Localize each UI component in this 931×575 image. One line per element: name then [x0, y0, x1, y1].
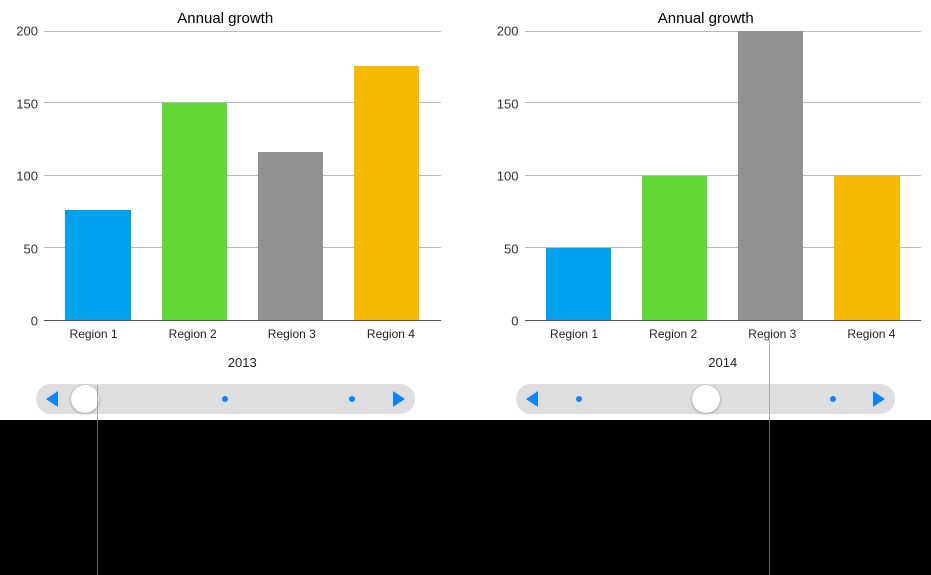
- callout-line: [769, 340, 770, 575]
- bar-slot: [723, 31, 819, 320]
- bar-slot: [338, 31, 434, 320]
- slider-dot: [830, 396, 836, 402]
- slider-dot: [222, 396, 228, 402]
- chart-area: 0 50 100 150 200: [491, 31, 922, 321]
- x-label: Region 3: [723, 321, 822, 341]
- x-label: Region 1: [525, 321, 624, 341]
- bar: [65, 210, 130, 320]
- bar: [354, 66, 419, 320]
- slider-dot: [349, 396, 355, 402]
- slider-knob[interactable]: [71, 385, 99, 413]
- y-tick: 100: [497, 169, 519, 184]
- slider-knob[interactable]: [692, 385, 720, 413]
- slider-next-icon[interactable]: [873, 391, 885, 407]
- x-label: Region 3: [242, 321, 341, 341]
- x-labels: Region 1 Region 2 Region 3 Region 4: [491, 321, 922, 341]
- year-slider[interactable]: [36, 384, 415, 414]
- x-label: Region 2: [143, 321, 242, 341]
- slider-dot: [576, 396, 582, 402]
- charts-row: Annual growth 0 50 100 150 200 Region 1 …: [0, 0, 931, 420]
- year-label: 2013: [10, 355, 441, 370]
- x-label: Region 1: [44, 321, 143, 341]
- year-slider[interactable]: [516, 384, 895, 414]
- chart-title: Annual growth: [177, 10, 273, 27]
- chart-area: 0 50 100 150 200: [10, 31, 441, 321]
- bar-slot: [242, 31, 338, 320]
- chart-title: Annual growth: [658, 10, 754, 27]
- y-tick: 0: [511, 314, 518, 329]
- plot: [525, 31, 922, 321]
- slider-track[interactable]: [58, 384, 393, 414]
- year-label: 2014: [491, 355, 922, 370]
- y-tick: 150: [16, 96, 38, 111]
- bar-slot: [627, 31, 723, 320]
- x-label: Region 4: [822, 321, 921, 341]
- y-axis: 0 50 100 150 200: [491, 31, 525, 321]
- y-tick: 200: [497, 24, 519, 39]
- slider-prev-icon[interactable]: [46, 391, 58, 407]
- y-tick: 50: [24, 241, 38, 256]
- bar: [834, 176, 899, 321]
- y-tick: 100: [16, 169, 38, 184]
- y-tick: 150: [497, 96, 519, 111]
- y-axis: 0 50 100 150 200: [10, 31, 44, 321]
- bar-slot: [146, 31, 242, 320]
- x-label: Region 4: [341, 321, 440, 341]
- y-tick: 0: [31, 314, 38, 329]
- plot: [44, 31, 441, 321]
- bar: [258, 152, 323, 320]
- bars: [525, 31, 922, 320]
- slider-prev-icon[interactable]: [526, 391, 538, 407]
- callout-line: [97, 385, 98, 575]
- x-label: Region 2: [624, 321, 723, 341]
- bar: [546, 248, 611, 320]
- bar: [162, 103, 227, 320]
- bar-slot: [50, 31, 146, 320]
- y-tick: 50: [504, 241, 518, 256]
- bar: [738, 31, 803, 320]
- bars: [44, 31, 441, 320]
- bar-slot: [819, 31, 915, 320]
- bottom-panel: [0, 420, 931, 575]
- chart-panel-2013: Annual growth 0 50 100 150 200 Region 1 …: [10, 0, 441, 420]
- bar: [642, 176, 707, 321]
- x-labels: Region 1 Region 2 Region 3 Region 4: [10, 321, 441, 341]
- chart-panel-2014: Annual growth 0 50 100 150 200 Region 1 …: [491, 0, 922, 420]
- y-tick: 200: [16, 24, 38, 39]
- bar-slot: [531, 31, 627, 320]
- slider-track[interactable]: [538, 384, 873, 414]
- slider-next-icon[interactable]: [393, 391, 405, 407]
